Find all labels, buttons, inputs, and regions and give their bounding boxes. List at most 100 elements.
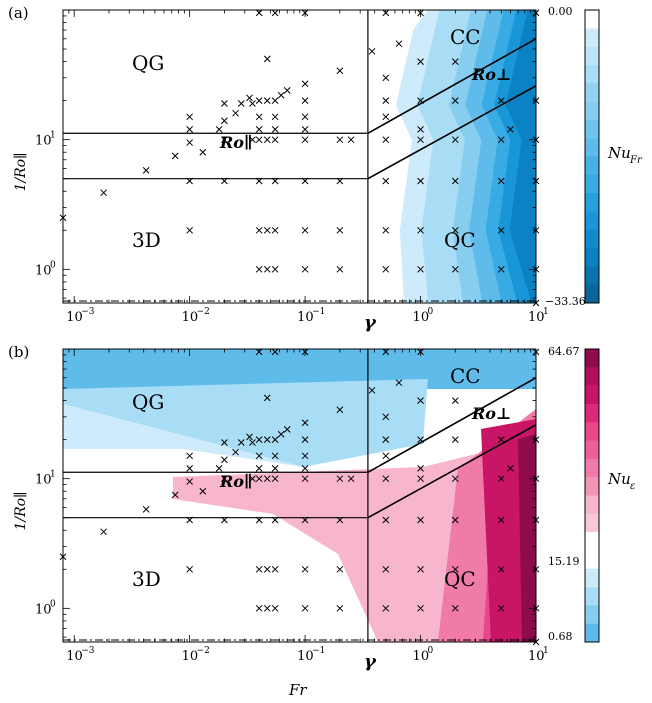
data-point: [237, 100, 245, 107]
x-tick-label: 10: [528, 649, 545, 664]
x-tick-label-exponent: 0: [428, 646, 434, 656]
data-point: [186, 126, 193, 133]
data-point: [301, 436, 309, 443]
colorbar-segment: [585, 422, 599, 442]
data-point: [451, 97, 459, 104]
ro-perp-line: [367, 377, 537, 473]
data-point: [451, 136, 459, 144]
data-point: [271, 465, 279, 472]
colorbar-segment: [585, 550, 599, 570]
data-point: [249, 475, 256, 483]
data-point: [382, 226, 390, 234]
data-point: [336, 265, 344, 273]
contour-band-blue-dark: [63, 349, 536, 389]
data-point: [255, 265, 263, 273]
data-point: [417, 436, 424, 443]
data-point: [451, 226, 459, 234]
contour-band-blue-light: [63, 379, 428, 467]
data-point: [301, 452, 309, 460]
data-point: [336, 136, 344, 144]
data-point: [417, 136, 424, 144]
ro-perp-line: [367, 424, 537, 519]
data-point: [171, 491, 179, 499]
data-point: [417, 604, 424, 612]
x-tick-label: 10: [528, 310, 545, 325]
panel-a-region-qc: QC: [444, 228, 476, 252]
data-point: [417, 58, 424, 65]
data-point: [263, 436, 271, 443]
data-point: [382, 452, 390, 460]
data-point: [171, 152, 179, 160]
data-point: [382, 436, 390, 443]
x-tick-label: 10: [297, 649, 314, 664]
panel-a-colorbar-top: 0.00: [548, 5, 573, 18]
data-point: [301, 126, 309, 133]
data-point: [186, 226, 193, 234]
data-point: [382, 604, 390, 612]
data-point: [301, 604, 309, 612]
data-point: [301, 265, 309, 273]
colorbar-segment: [585, 440, 599, 460]
contour-band-blue-pale: [63, 404, 303, 467]
colorbar-segment: [585, 284, 599, 304]
data-point: [497, 475, 505, 483]
data-point: [336, 67, 344, 75]
x-tick-label-exponent: −2: [197, 646, 210, 656]
data-point: [451, 265, 459, 273]
data-point: [336, 475, 344, 483]
panel-b-gamma-label: γ: [364, 651, 377, 672]
data-point: [255, 177, 263, 185]
data-point: [417, 226, 424, 234]
data-point: [255, 604, 263, 612]
colorbar-segment: [585, 156, 599, 176]
panel-a-colorbar-label: Nu Fr: [607, 144, 643, 166]
panel-b-contour-fill: [63, 349, 536, 642]
data-point: [271, 265, 279, 273]
panel-a-markers: [59, 9, 540, 307]
colorbar-segment: [585, 513, 599, 533]
data-point: [382, 177, 390, 185]
data-point: [451, 58, 459, 65]
data-point: [382, 265, 390, 273]
panel-b-colorbar-label: Nu ε: [607, 470, 635, 492]
data-point: [451, 604, 459, 612]
colorbar-segment: [585, 623, 599, 643]
panel-b-colorbar-middle: 15.19: [548, 555, 580, 568]
panel-b-ro-perp-label: Ro⊥: [471, 404, 511, 423]
colorbar-segment: [585, 28, 599, 48]
panel-a-ro-perp-label: Ro⊥: [471, 65, 511, 84]
panel-b-ro-parallel-label: Ro∥: [219, 472, 252, 491]
x-tick-label-exponent: −3: [81, 307, 95, 317]
data-point: [417, 126, 424, 133]
data-point: [221, 177, 228, 185]
y-tick-label-exponent: 1: [50, 470, 56, 480]
y-tick-label: 10: [35, 602, 52, 617]
data-point: [271, 9, 279, 17]
data-point: [301, 80, 309, 88]
data-point: [221, 117, 228, 125]
data-point: [301, 177, 309, 185]
panel-a-colorbar-label-sub: Fr: [629, 155, 643, 166]
data-point: [336, 177, 344, 185]
colorbar-segment: [585, 532, 599, 551]
data-point: [271, 226, 279, 234]
colorbar-segment: [585, 174, 599, 194]
panel-b-colorbar-label-main: Nu: [607, 470, 631, 488]
y-tick-label: 10: [35, 473, 52, 488]
colorbar-segment: [585, 587, 599, 606]
x-tick-label: 10: [413, 310, 430, 325]
data-point: [186, 516, 193, 524]
data-point: [382, 516, 390, 524]
data-point: [199, 487, 207, 495]
data-point: [271, 604, 279, 612]
data-point: [255, 452, 263, 460]
colorbar-segment: [585, 211, 599, 231]
data-point: [246, 94, 253, 102]
data-point: [497, 97, 505, 104]
data-point: [255, 465, 263, 472]
data-point: [255, 516, 263, 524]
data-point: [368, 386, 376, 394]
